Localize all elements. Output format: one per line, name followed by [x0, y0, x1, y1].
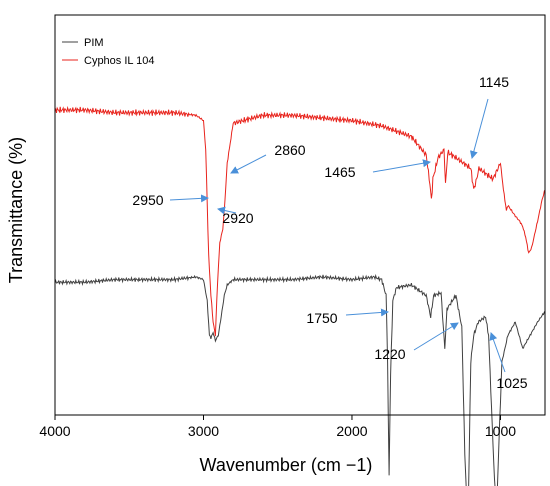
annotation-label-2860: 2860: [274, 142, 305, 158]
legend-label-pim: PIM: [84, 37, 104, 49]
x-axis-title: Wavenumber (cm −1): [200, 455, 373, 475]
plot-area: [54, 105, 546, 486]
annotation-label-2920: 2920: [222, 210, 253, 226]
series-line-cyphos: [54, 105, 546, 337]
x-tick-label: 3000: [188, 423, 219, 439]
annotation-arrow-1220: [413, 322, 459, 351]
annotation-label-1025: 1025: [496, 375, 527, 391]
annotation-label-1750: 1750: [306, 310, 337, 326]
annotation-arrow-1750: [345, 308, 389, 317]
annotation-arrow-1465: [372, 159, 431, 173]
annotation-arrow-2860: [230, 154, 267, 174]
legend: PIM Cyphos IL 104: [62, 37, 155, 67]
annotation-label-2950: 2950: [132, 192, 163, 208]
y-axis-title: Transmittance (%): [6, 137, 26, 283]
axes-frame: [54, 14, 546, 416]
annotation-label-1145: 1145: [479, 74, 509, 90]
annotation-arrow-1145: [469, 98, 489, 159]
annotation-arrow-1025: [489, 332, 506, 373]
annotation-arrow-2920: [217, 206, 237, 215]
legend-label-cyphos: Cyphos IL 104: [84, 55, 155, 67]
x-tick-label: 2000: [336, 423, 367, 439]
annotations: 2950 2920 2860 1465 1145 1750 1220 1025: [132, 74, 527, 391]
series-line-pim: [54, 273, 546, 486]
annotation-label-1220: 1220: [374, 346, 405, 362]
annotation-arrow-2950: [169, 194, 209, 203]
x-tick-label: 4000: [39, 423, 70, 439]
axes: 4000 3000 2000 1000: [39, 14, 546, 439]
annotation-label-1465: 1465: [324, 164, 355, 180]
x-tick-label: 1000: [485, 423, 516, 439]
